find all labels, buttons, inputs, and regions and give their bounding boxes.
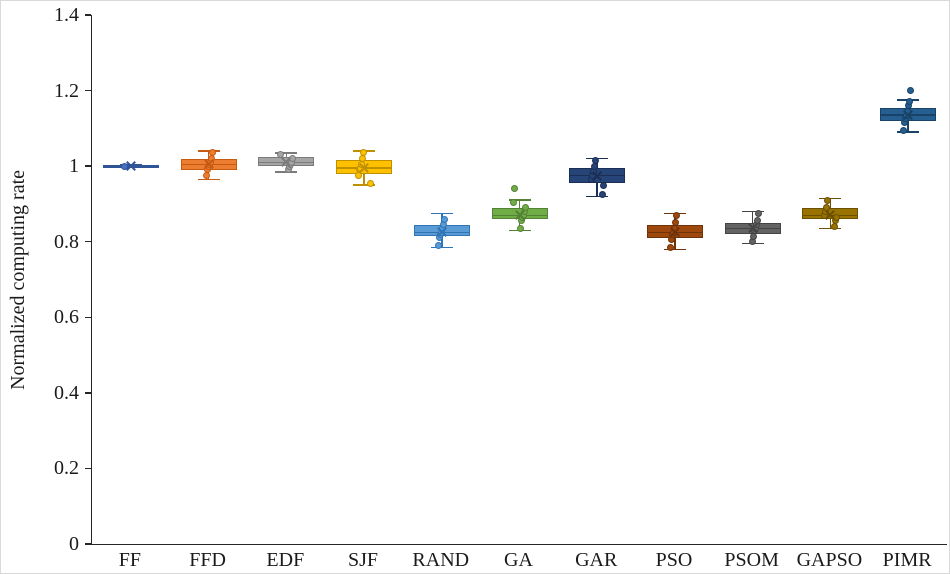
y-tick-mark xyxy=(85,543,91,545)
y-tick-label: 0.4 xyxy=(54,381,79,404)
data-point xyxy=(599,181,607,189)
whisker-cap-top xyxy=(508,199,531,201)
data-point xyxy=(435,241,443,249)
mean-marker xyxy=(358,162,370,174)
y-tick-mark xyxy=(85,14,91,16)
y-tick-label: 0.6 xyxy=(54,306,79,329)
mean-marker xyxy=(591,170,603,182)
y-tick-label: 1 xyxy=(69,155,79,178)
y-tick-mark xyxy=(85,316,91,319)
whisker-cap-bottom xyxy=(353,184,376,186)
whisker-cap-bottom xyxy=(430,246,453,249)
mean-marker xyxy=(669,226,681,238)
data-point xyxy=(673,211,681,219)
data-point xyxy=(358,155,366,163)
data-point xyxy=(823,196,831,204)
data-point xyxy=(511,185,518,193)
x-category-label: GA xyxy=(504,549,533,571)
data-point xyxy=(754,217,762,225)
whisker-cap-top xyxy=(430,212,453,215)
y-tick-label: 0.2 xyxy=(54,457,79,480)
x-category-label: EDF xyxy=(266,549,305,571)
whisker-cap-top xyxy=(197,150,220,152)
whisker-cap-bottom xyxy=(586,195,609,198)
y-tick-label: 1.2 xyxy=(54,79,79,102)
y-tick-label: 0 xyxy=(69,533,79,555)
mean-marker xyxy=(280,156,292,168)
data-point xyxy=(755,209,763,217)
data-point xyxy=(522,204,529,212)
y-axis-title: Normalized computing rate xyxy=(6,169,29,390)
data-point xyxy=(667,243,675,251)
whisker-cap-bottom xyxy=(897,131,920,133)
mean-marker xyxy=(902,109,914,121)
x-category-label: PSOM xyxy=(724,549,779,571)
mean-marker xyxy=(125,160,137,172)
x-category-label: GAPSO xyxy=(796,549,863,571)
mean-marker xyxy=(436,226,448,238)
data-point xyxy=(359,149,367,157)
whisker-cap-bottom xyxy=(663,248,686,251)
y-tick-label: 0.8 xyxy=(54,230,79,253)
mean-marker xyxy=(824,209,836,221)
x-category-label: FFD xyxy=(189,549,226,571)
data-point xyxy=(905,98,913,106)
x-category-label: PSO xyxy=(655,549,693,571)
data-point xyxy=(906,87,914,95)
y-tick-label: 1.4 xyxy=(54,4,79,26)
x-category-label: FF xyxy=(118,549,141,571)
x-category-label: GAR xyxy=(575,549,618,571)
x-category-label: RAND xyxy=(412,549,470,571)
data-point xyxy=(591,156,599,164)
y-tick-mark xyxy=(85,467,91,470)
data-point xyxy=(517,224,524,232)
data-point xyxy=(366,179,374,187)
data-point xyxy=(209,149,217,157)
plot-area xyxy=(91,15,947,545)
data-point xyxy=(510,198,517,206)
mean-marker xyxy=(203,158,215,170)
data-point xyxy=(830,223,838,231)
x-category-label: SJF xyxy=(348,549,379,571)
whisker-cap-top xyxy=(275,152,298,154)
x-category-label: PIMR xyxy=(882,549,932,571)
data-point xyxy=(598,190,606,198)
y-tick-mark xyxy=(85,89,91,92)
y-tick-mark xyxy=(85,240,91,243)
y-tick-mark xyxy=(85,165,91,167)
mean-marker xyxy=(514,209,526,221)
data-point xyxy=(441,215,449,223)
whisker-cap-bottom xyxy=(197,178,220,181)
whisker-cap-top xyxy=(741,210,764,213)
data-point xyxy=(899,126,907,134)
data-point xyxy=(672,219,680,227)
data-point xyxy=(276,151,284,159)
y-tick-mark xyxy=(85,392,91,394)
mean-marker xyxy=(747,222,759,234)
whisker-cap-bottom xyxy=(819,227,842,230)
